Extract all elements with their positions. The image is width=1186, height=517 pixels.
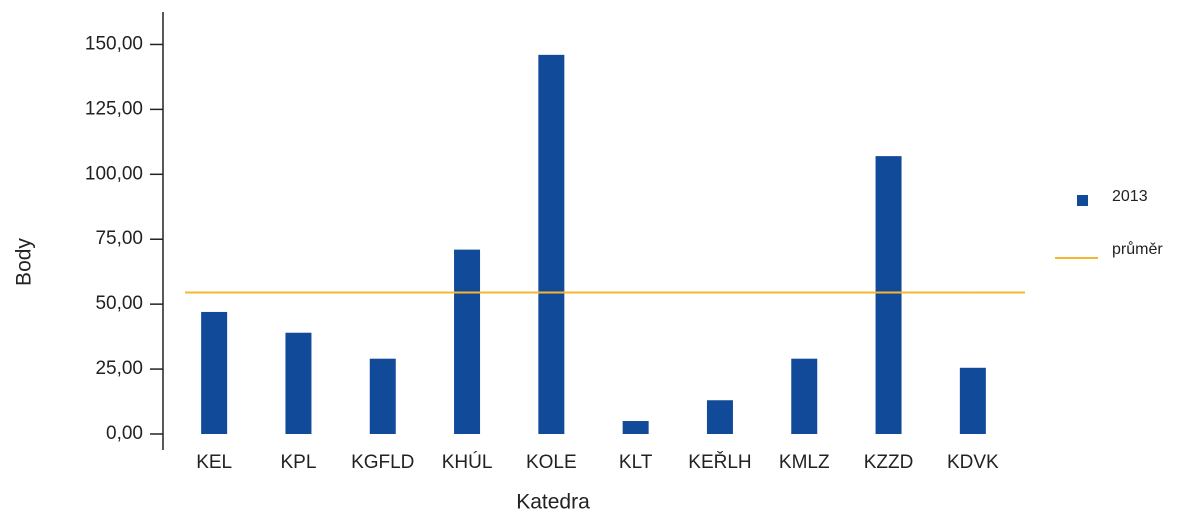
bar <box>959 367 986 434</box>
bar <box>706 400 733 434</box>
x-tick-label: KEŘLH <box>688 451 751 473</box>
x-tick-label: KPL <box>280 452 316 473</box>
x-tick-label: KOLE <box>526 452 577 473</box>
y-tick-label: 50,00 <box>95 293 143 314</box>
y-tick-label: 100,00 <box>85 163 143 184</box>
x-tick-label: KGFLD <box>351 452 414 473</box>
y-tick-label: 75,00 <box>95 228 143 249</box>
legend-label: průměr <box>1112 240 1163 258</box>
bar <box>875 156 902 435</box>
legend-label: 2013 <box>1112 188 1148 205</box>
x-tick-label: KDVK <box>947 452 999 473</box>
bar <box>622 421 649 434</box>
bar <box>454 249 481 434</box>
bar <box>201 311 228 434</box>
y-tick-label: 0,00 <box>106 423 143 444</box>
y-tick-label: 25,00 <box>95 358 143 379</box>
x-axis-label: Katedra <box>516 491 590 514</box>
bar <box>285 332 312 434</box>
bar <box>538 54 565 434</box>
y-axis-label: Body <box>13 238 36 286</box>
y-tick-label: 125,00 <box>85 98 143 119</box>
legend-swatch <box>1077 195 1088 206</box>
x-tick-label: KEL <box>196 452 232 473</box>
bar <box>791 358 818 434</box>
x-tick-label: KLT <box>619 452 653 473</box>
x-tick-label: KHÚL <box>442 451 493 473</box>
bar <box>369 358 396 434</box>
x-tick-label: KMLZ <box>779 452 830 473</box>
x-tick-label: KZZD <box>864 452 914 473</box>
y-tick-label: 150,00 <box>85 33 143 54</box>
